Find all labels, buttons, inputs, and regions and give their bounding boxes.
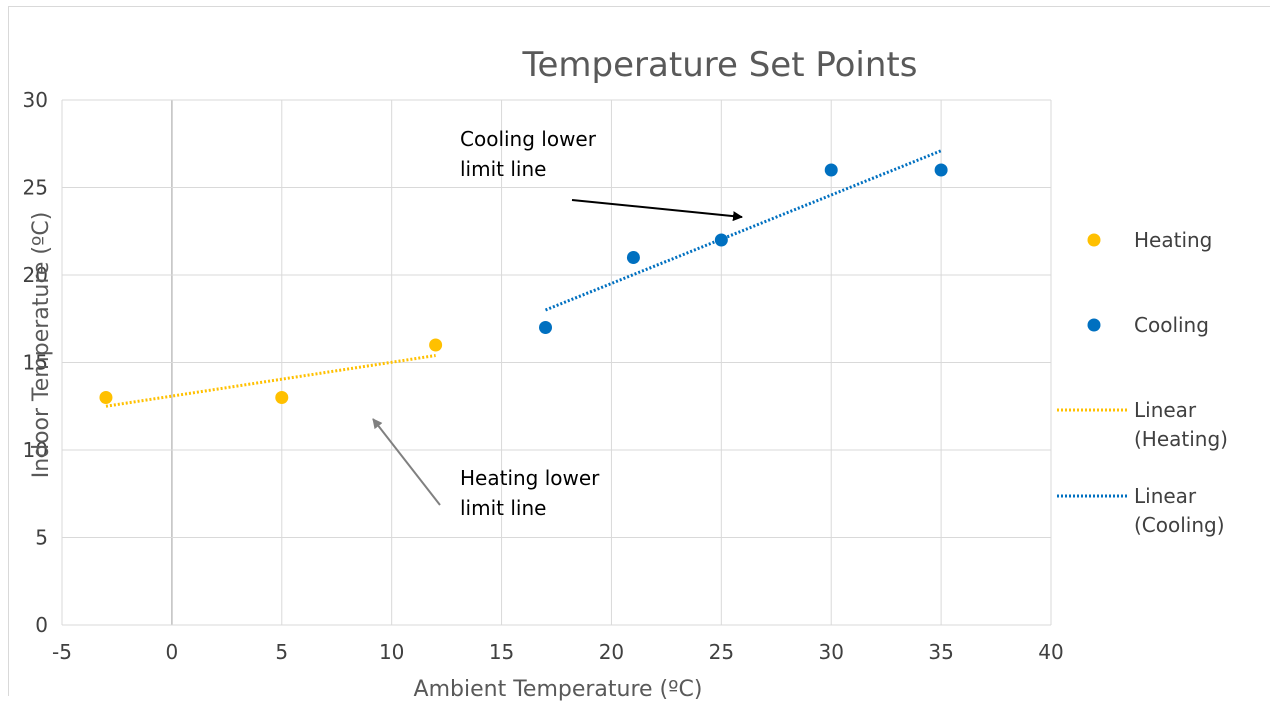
chart-frame — [8, 6, 1270, 696]
point-heating — [99, 391, 113, 404]
x-tick-label: 35 — [928, 640, 953, 664]
x-tick-label: 20 — [599, 640, 624, 664]
y-tick-label: 30 — [23, 88, 48, 112]
point-heating — [275, 391, 289, 404]
annotation-heating-text: Heating lower — [460, 466, 600, 490]
y-tick-label: 15 — [23, 351, 48, 375]
annotation-cooling-text: Cooling lower — [460, 127, 597, 151]
legend-label-trendline: Linear — [1134, 484, 1197, 508]
x-tick-label: -5 — [52, 640, 72, 664]
y-tick-label: 5 — [35, 526, 48, 550]
x-tick-label: 25 — [709, 640, 734, 664]
y-tick-label: 0 — [35, 613, 48, 637]
data-points — [99, 163, 948, 404]
x-tick-label: 40 — [1038, 640, 1063, 664]
legend-marker-cooling — [1087, 318, 1101, 332]
x-tick-label: 15 — [489, 640, 514, 664]
x-tick-label: 5 — [275, 640, 288, 664]
trendline-cooling — [544, 149, 942, 312]
x-tick-label: 10 — [379, 640, 404, 664]
legend-label-heating: Heating — [1134, 228, 1212, 252]
legend: Heating Cooling Linear (Heating) Linear (Cool… — [1057, 228, 1228, 537]
point-cooling — [626, 251, 640, 264]
legend-label-trendline: Linear — [1134, 398, 1197, 422]
point-cooling — [934, 163, 948, 177]
point-heating — [429, 338, 443, 352]
gridlines — [61, 99, 1052, 626]
y-tick-label: 25 — [23, 176, 48, 200]
legend-marker-heating — [1087, 233, 1101, 247]
legend-label-cooling: Cooling — [1134, 313, 1209, 337]
annotation-cooling-text: limit line — [460, 157, 546, 181]
legend-label-trendline: (Cooling) — [1134, 513, 1225, 537]
annotation-heating-arrow — [372, 418, 441, 506]
point-cooling — [714, 233, 728, 247]
x-axis-label: Ambient Temperature (ºC) — [414, 677, 703, 702]
annotation-heating-text: limit line — [460, 496, 546, 520]
y-tick-label: 10 — [23, 438, 48, 462]
trendlines — [105, 149, 942, 408]
point-cooling — [824, 163, 838, 177]
annotations: Cooling lower limit line Heating lower limi… — [372, 127, 743, 520]
annotation-cooling-arrow — [571, 199, 743, 222]
y-axis-label: Indoor Temperature (ºC) — [29, 212, 54, 479]
trendline-heating — [105, 354, 436, 408]
y-tick-label: 20 — [23, 263, 48, 287]
x-tick-label: 30 — [818, 640, 843, 664]
x-tick-label: 0 — [166, 640, 179, 664]
point-cooling — [539, 321, 553, 334]
legend-label-trendline: (Heating) — [1134, 427, 1228, 451]
chart-title: Temperature Set Points — [522, 45, 918, 85]
